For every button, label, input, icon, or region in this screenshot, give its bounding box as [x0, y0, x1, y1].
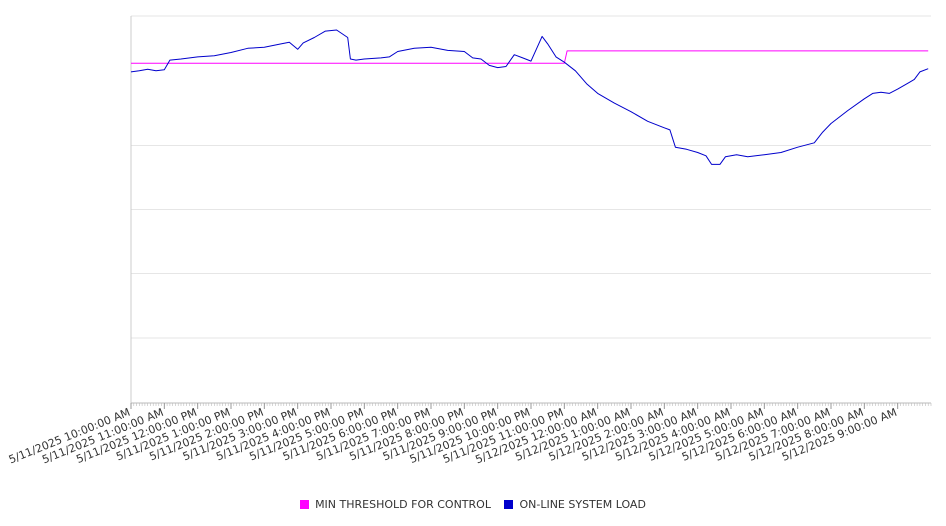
series-line-threshold	[131, 50, 929, 64]
legend-swatch-threshold	[300, 500, 310, 509]
x-axis-tick-labels: 5/11/2025 10:00:00 AM5/11/2025 11:00:00 …	[7, 406, 899, 467]
legend-item-system-load[interactable]: ON-LINE SYSTEM LOAD	[504, 498, 646, 511]
legend: MIN THRESHOLD FOR CONTROL ON-LINE SYSTEM…	[0, 498, 946, 512]
legend-item-threshold[interactable]: MIN THRESHOLD FOR CONTROL	[300, 498, 491, 511]
grid-lines	[131, 15, 931, 339]
legend-swatch-system-load	[504, 500, 514, 509]
series-lines	[130, 29, 929, 165]
series-line-system-load	[130, 29, 929, 165]
legend-label-threshold: MIN THRESHOLD FOR CONTROL	[315, 498, 491, 511]
legend-label-system-load: ON-LINE SYSTEM LOAD	[519, 498, 646, 511]
x-axis-ticks	[130, 403, 932, 409]
